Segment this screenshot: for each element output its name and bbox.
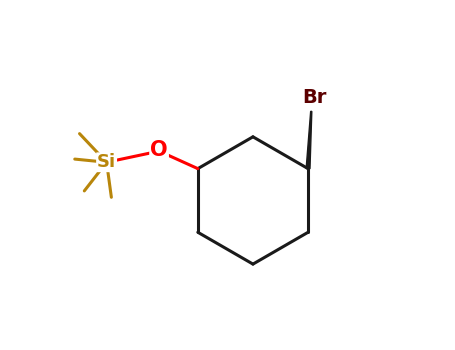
Text: O: O [150, 140, 168, 160]
Text: Si: Si [97, 153, 116, 171]
Polygon shape [306, 111, 312, 169]
Text: Br: Br [302, 88, 327, 107]
